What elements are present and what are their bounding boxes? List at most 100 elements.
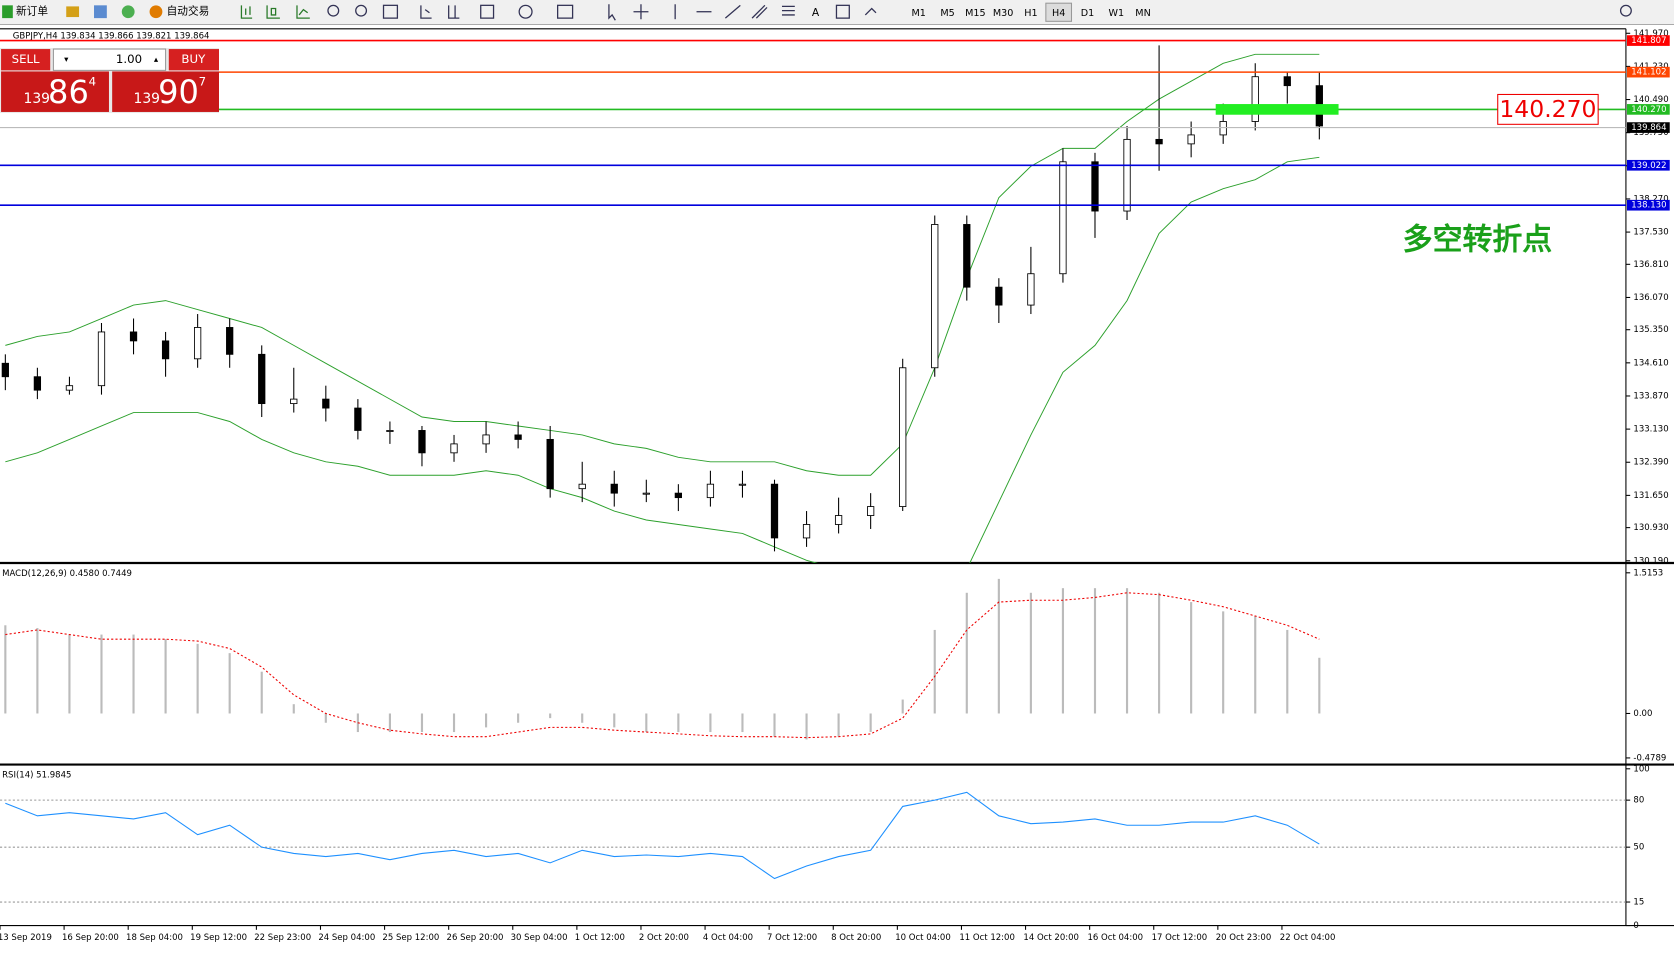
- candle-body: [610, 483, 618, 494]
- y-tick-label: 138.270: [1633, 194, 1668, 204]
- timeframe-button[interactable]: D1: [1081, 8, 1095, 19]
- candle-body: [931, 224, 939, 369]
- y-tick-label: 133.870: [1633, 391, 1668, 401]
- toolbar: 新订单 自动交易: [0, 0, 1674, 26]
- bid-box[interactable]: [1, 71, 109, 112]
- timeframe-button[interactable]: MN: [1135, 8, 1150, 19]
- timeframe-button[interactable]: M15: [965, 8, 986, 19]
- buy-button[interactable]: [168, 49, 219, 71]
- candle-body: [258, 353, 266, 405]
- bid-mid: 86: [48, 73, 89, 111]
- new-order-button[interactable]: 新订单: [16, 5, 48, 18]
- zoom-out-icon[interactable]: [355, 4, 368, 17]
- candle-body: [867, 506, 875, 516]
- y-tick-label: 15: [1633, 898, 1644, 908]
- y-tick-label: 131.650: [1633, 491, 1668, 501]
- candle-body: [770, 483, 779, 539]
- macd-bar: [420, 713, 424, 733]
- y-tick-label: 80: [1633, 796, 1644, 806]
- shift-icon[interactable]: [448, 5, 460, 19]
- indicator-pane: [0, 791, 1626, 903]
- y-tick-label: 0.00: [1633, 709, 1652, 719]
- macd-bar: [1254, 616, 1257, 714]
- x-tick-label: 19 Sep 12:00: [190, 933, 247, 943]
- macd-bar: [1061, 588, 1065, 714]
- current-price-label: 139.864: [1631, 123, 1666, 133]
- macd-bar: [132, 634, 135, 714]
- candle-body: [546, 438, 554, 490]
- timeframe-button[interactable]: M30: [993, 8, 1014, 19]
- indicator-label: RSI(14) 51.9845: [2, 771, 71, 781]
- zoom-in-icon[interactable]: [327, 4, 340, 17]
- text-tool[interactable]: A: [812, 6, 820, 19]
- buy-label[interactable]: BUY: [181, 52, 206, 66]
- timeframe-button[interactable]: M1: [912, 8, 926, 19]
- macd-bar: [4, 625, 7, 714]
- autoscroll-icon[interactable]: [420, 5, 432, 19]
- indicator-pane: [4, 578, 1321, 740]
- macd-bar: [1190, 602, 1193, 714]
- macd-bar: [452, 713, 456, 733]
- candle-body: [161, 340, 170, 360]
- y-tick-label: 130.190: [1633, 556, 1668, 566]
- macd-bar: [1318, 657, 1321, 714]
- lot-value[interactable]: 1.00: [116, 52, 142, 66]
- level-price-label: 140.270: [1631, 105, 1666, 115]
- y-tick-label: 136.810: [1633, 260, 1668, 270]
- rsi-line: [5, 791, 1320, 880]
- macd-bar: [388, 713, 391, 733]
- lot-up[interactable]: ▴: [154, 55, 159, 65]
- auto-trading-icon[interactable]: [149, 5, 163, 19]
- lot-input[interactable]: [52, 48, 167, 71]
- trendline-icon[interactable]: [724, 4, 741, 19]
- icon[interactable]: [121, 5, 135, 19]
- x-tick-label: 1 Oct 12:00: [575, 933, 625, 943]
- periods-icon[interactable]: [518, 4, 533, 19]
- candle-body: [578, 483, 586, 490]
- label-icon[interactable]: [835, 4, 850, 19]
- level-price-box: [1626, 199, 1670, 211]
- candle-body: [418, 430, 426, 454]
- x-tick-label: 13 Sep 2019: [0, 933, 52, 943]
- macd-bar: [228, 653, 231, 714]
- bar-chart-icon[interactable]: [240, 5, 253, 19]
- ask-mid: 90: [158, 73, 199, 111]
- channel-icon[interactable]: [751, 4, 768, 19]
- new-order-icon[interactable]: [2, 5, 13, 19]
- candle-body: [1, 362, 9, 378]
- search-icon[interactable]: [1619, 4, 1632, 17]
- macd-bar: [292, 704, 295, 714]
- candle-chart-icon[interactable]: [266, 5, 280, 19]
- icon[interactable]: [66, 6, 80, 18]
- indicators-icon[interactable]: [480, 4, 495, 19]
- timeframe-button[interactable]: W1: [1109, 8, 1125, 19]
- level-price-box: [1626, 159, 1670, 171]
- sell-label[interactable]: SELL: [12, 52, 40, 66]
- arrows-icon[interactable]: [864, 7, 877, 16]
- timeframe-button[interactable]: M5: [940, 8, 954, 19]
- templates-icon[interactable]: [557, 4, 574, 19]
- timeframe-button[interactable]: H1: [1024, 8, 1037, 19]
- ask-big: 139: [134, 91, 160, 107]
- macd-bar: [1029, 592, 1032, 714]
- cursor-icon[interactable]: [608, 4, 616, 21]
- macd-bar: [1093, 588, 1097, 714]
- auto-trading-button[interactable]: 自动交易: [167, 5, 210, 18]
- y-tick-label: 50: [1633, 843, 1644, 853]
- line-chart-icon[interactable]: [296, 5, 310, 19]
- lot-down[interactable]: ▾: [64, 55, 69, 65]
- crosshair-icon[interactable]: [633, 4, 649, 20]
- candle-body: [194, 327, 202, 360]
- symbol-info: GBPJPY,H4 139.834 139.866 139.821 139.86…: [13, 32, 210, 42]
- tile-icon[interactable]: [382, 4, 399, 19]
- x-tick-label: 18 Sep 04:00: [126, 933, 183, 943]
- bollinger-band: [5, 53, 1320, 476]
- x-tick-label: 8 Oct 20:00: [831, 933, 881, 943]
- fibo-icon[interactable]: [781, 5, 795, 16]
- icon[interactable]: [94, 5, 107, 19]
- sell-button[interactable]: [1, 49, 51, 71]
- candle-body: [802, 524, 811, 539]
- timeframe-button[interactable]: H4: [1052, 8, 1065, 19]
- candle-body: [97, 331, 106, 387]
- ask-box[interactable]: [112, 71, 219, 112]
